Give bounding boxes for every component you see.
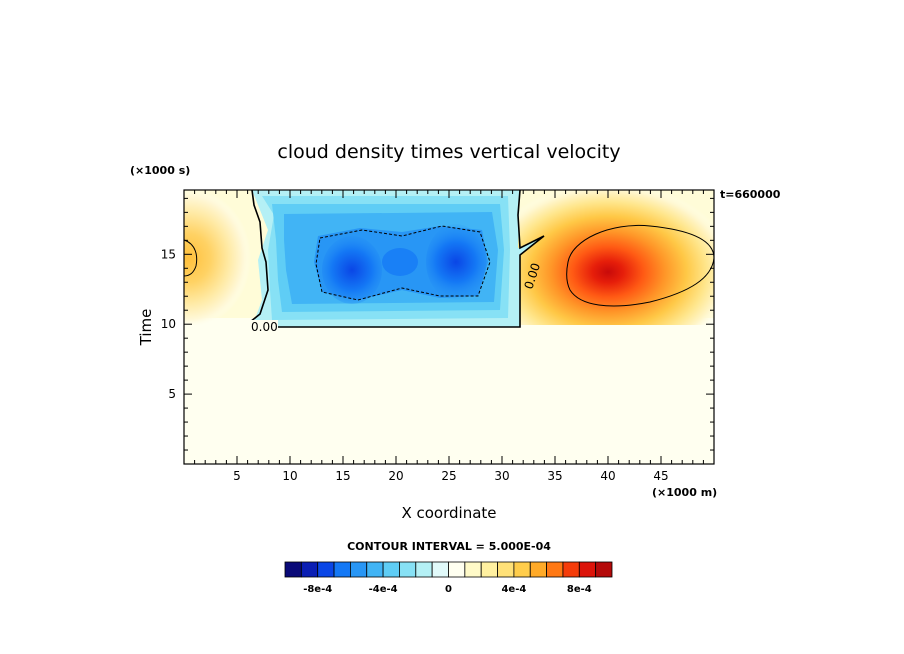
colorbar-tick-label: -8e-4 [303,584,332,595]
colorbar-cell [562,561,580,578]
positive-cell-left [184,190,264,325]
negative-core-middle [382,248,418,276]
y-tick-label: 5 [168,387,176,401]
x-tick-label: 45 [653,469,668,483]
x-tick-label: 25 [441,469,456,483]
positive-contour-right [566,224,714,307]
y-tick-label: 15 [161,247,176,261]
colorbar-cell [448,561,466,578]
time-stamp: t=660000 [720,188,781,201]
x-tick-label: 35 [547,469,562,483]
x-tick-label: 10 [282,469,297,483]
contour-label-box [248,320,278,334]
x-unit-label: (×1000 m) [652,486,717,499]
colorbar-cell [349,561,368,578]
x-tick-label: 20 [388,469,403,483]
colorbar-cell [317,561,335,578]
colorbar-cell [513,561,531,578]
zero-contour-label-bottom: 0.00 [251,320,278,334]
positive-cell-right [500,190,714,325]
colorbar-tick-label: 0 [445,584,452,595]
colorbar-cell [529,561,548,578]
axis-tick-labels: 5 10 15 20 25 30 35 40 45 5 10 15 [161,247,669,483]
positive-contour-left [184,239,198,277]
colorbar-cell [382,561,400,578]
colorbar-tick-label: 8e-4 [567,584,592,595]
colorbar-cell [300,561,319,578]
chart-title: cloud density times vertical velocity [277,141,620,163]
negative-core-left [322,236,382,304]
axis-ticks [183,190,715,465]
heatmap-field [184,190,714,464]
negative-contour [315,225,491,301]
colorbar-cell [415,561,433,578]
colorbar-cell [431,561,449,578]
colorbar-tick-label: -4e-4 [369,584,398,595]
x-tick-label: 15 [335,469,350,483]
x-tick-label: 30 [494,469,509,483]
colorbar-cell [284,561,302,578]
colorbar-cell [333,561,351,578]
x-tick-label: 40 [600,469,615,483]
y-axis-label: Time [137,309,155,347]
colorbar-cell [497,561,515,578]
colorbar-tick-label: 4e-4 [501,584,526,595]
colorbar-cell [480,561,498,578]
colorbar-cell [546,561,564,578]
x-tick-label: 5 [233,469,241,483]
colorbar-cell [578,561,597,578]
colorbar-cell [366,561,384,578]
colorbar-cell [399,561,417,578]
colorbar-cell [595,561,613,578]
negative-core-right [426,224,486,300]
y-tick-label: 10 [161,317,176,331]
zero-contour [249,190,545,328]
colorbar-cell [464,561,482,578]
y-unit-label: (×1000 s) [130,164,190,177]
x-axis-label: X coordinate [401,504,496,522]
contour-interval-text: CONTOUR INTERVAL = 5.000E-04 [347,540,551,553]
colorbar [284,561,613,578]
colorbar-tick-labels: -8e-4 -4e-4 0 4e-4 8e-4 [303,584,592,595]
